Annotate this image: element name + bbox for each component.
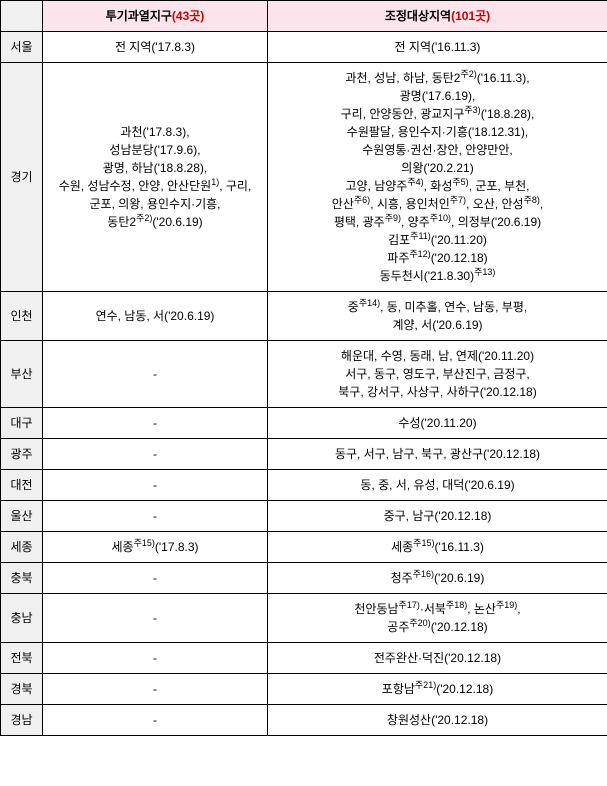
region-label: 충북 xyxy=(1,563,43,594)
cell-adjusted: 과천, 성남, 하남, 동탄2주2)('16.11.3),광명('17.6.19… xyxy=(268,63,607,292)
table-row: 울산-중구, 남구('20.12.18) xyxy=(1,501,607,532)
region-label: 대전 xyxy=(1,470,43,501)
cell-adjusted: 동구, 서구, 남구, 북구, 광산구('20.12.18) xyxy=(268,439,607,470)
region-label: 경기 xyxy=(1,63,43,292)
cell-overheated: - xyxy=(43,341,268,408)
corner-cell xyxy=(1,1,43,32)
table-row: 전북-전주완산·덕진('20.12.18) xyxy=(1,643,607,674)
cell-adjusted: 포항남주21)('20.12.18) xyxy=(268,674,607,705)
cell-overheated: - xyxy=(43,439,268,470)
cell-adjusted: 창원성산('20.12.18) xyxy=(268,705,607,736)
cell-adjusted: 전주완산·덕진('20.12.18) xyxy=(268,643,607,674)
cell-overheated: - xyxy=(43,643,268,674)
table-row: 서울전 지역('17.8.3)전 지역('16.11.3) xyxy=(1,32,607,63)
table-row: 충북-청주주16)('20.6.19) xyxy=(1,563,607,594)
table-row: 부산-해운대, 수영, 동래, 남, 연제('20.11.20)서구, 동구, … xyxy=(1,341,607,408)
region-label: 경남 xyxy=(1,705,43,736)
region-table: 투기과열지구(43곳) 조정대상지역(101곳) 서울전 지역('17.8.3)… xyxy=(0,0,607,736)
region-label: 충남 xyxy=(1,594,43,643)
cell-adjusted: 동, 중, 서, 유성, 대덕('20.6.19) xyxy=(268,470,607,501)
header-col1: 투기과열지구(43곳) xyxy=(43,1,268,32)
header-row: 투기과열지구(43곳) 조정대상지역(101곳) xyxy=(1,1,607,32)
cell-overheated: 과천('17.8.3),성남분당('17.9.6),광명, 하남('18.8.2… xyxy=(43,63,268,292)
region-label: 울산 xyxy=(1,501,43,532)
header-col2-count: (101곳) xyxy=(451,9,490,23)
table-body: 서울전 지역('17.8.3)전 지역('16.11.3)경기과천('17.8.… xyxy=(1,32,607,736)
table-row: 세종세종주15)('17.8.3)세종주15)('16.11.3) xyxy=(1,532,607,563)
table-row: 경기과천('17.8.3),성남분당('17.9.6),광명, 하남('18.8… xyxy=(1,63,607,292)
cell-overheated: 전 지역('17.8.3) xyxy=(43,32,268,63)
cell-overheated: 세종주15)('17.8.3) xyxy=(43,532,268,563)
header-col1-count: (43곳) xyxy=(172,9,204,23)
cell-adjusted: 수성('20.11.20) xyxy=(268,408,607,439)
region-label: 세종 xyxy=(1,532,43,563)
table-row: 경남-창원성산('20.12.18) xyxy=(1,705,607,736)
table-row: 충남-천안동남주17)·서북주18), 논산주19),공주주20)('20.12… xyxy=(1,594,607,643)
cell-adjusted: 해운대, 수영, 동래, 남, 연제('20.11.20)서구, 동구, 영도구… xyxy=(268,341,607,408)
region-label: 경북 xyxy=(1,674,43,705)
cell-overheated: 연수, 남동, 서('20.6.19) xyxy=(43,292,268,341)
cell-overheated: - xyxy=(43,470,268,501)
table-row: 대전-동, 중, 서, 유성, 대덕('20.6.19) xyxy=(1,470,607,501)
table-row: 광주-동구, 서구, 남구, 북구, 광산구('20.12.18) xyxy=(1,439,607,470)
cell-overheated: - xyxy=(43,563,268,594)
cell-adjusted: 중주14), 동, 미추홀, 연수, 남동, 부평,계양, 서('20.6.19… xyxy=(268,292,607,341)
region-label: 서울 xyxy=(1,32,43,63)
region-label: 인천 xyxy=(1,292,43,341)
region-label: 전북 xyxy=(1,643,43,674)
region-label: 광주 xyxy=(1,439,43,470)
header-col2-label: 조정대상지역 xyxy=(385,9,451,23)
header-col2: 조정대상지역(101곳) xyxy=(268,1,607,32)
cell-overheated: - xyxy=(43,501,268,532)
table-row: 경북-포항남주21)('20.12.18) xyxy=(1,674,607,705)
cell-adjusted: 세종주15)('16.11.3) xyxy=(268,532,607,563)
cell-overheated: - xyxy=(43,594,268,643)
region-label: 부산 xyxy=(1,341,43,408)
cell-adjusted: 청주주16)('20.6.19) xyxy=(268,563,607,594)
header-col1-label: 투기과열지구 xyxy=(106,9,172,23)
cell-adjusted: 천안동남주17)·서북주18), 논산주19),공주주20)('20.12.18… xyxy=(268,594,607,643)
cell-overheated: - xyxy=(43,674,268,705)
cell-adjusted: 전 지역('16.11.3) xyxy=(268,32,607,63)
table-row: 대구-수성('20.11.20) xyxy=(1,408,607,439)
cell-adjusted: 중구, 남구('20.12.18) xyxy=(268,501,607,532)
cell-overheated: - xyxy=(43,408,268,439)
region-label: 대구 xyxy=(1,408,43,439)
table-row: 인천연수, 남동, 서('20.6.19)중주14), 동, 미추홀, 연수, … xyxy=(1,292,607,341)
cell-overheated: - xyxy=(43,705,268,736)
